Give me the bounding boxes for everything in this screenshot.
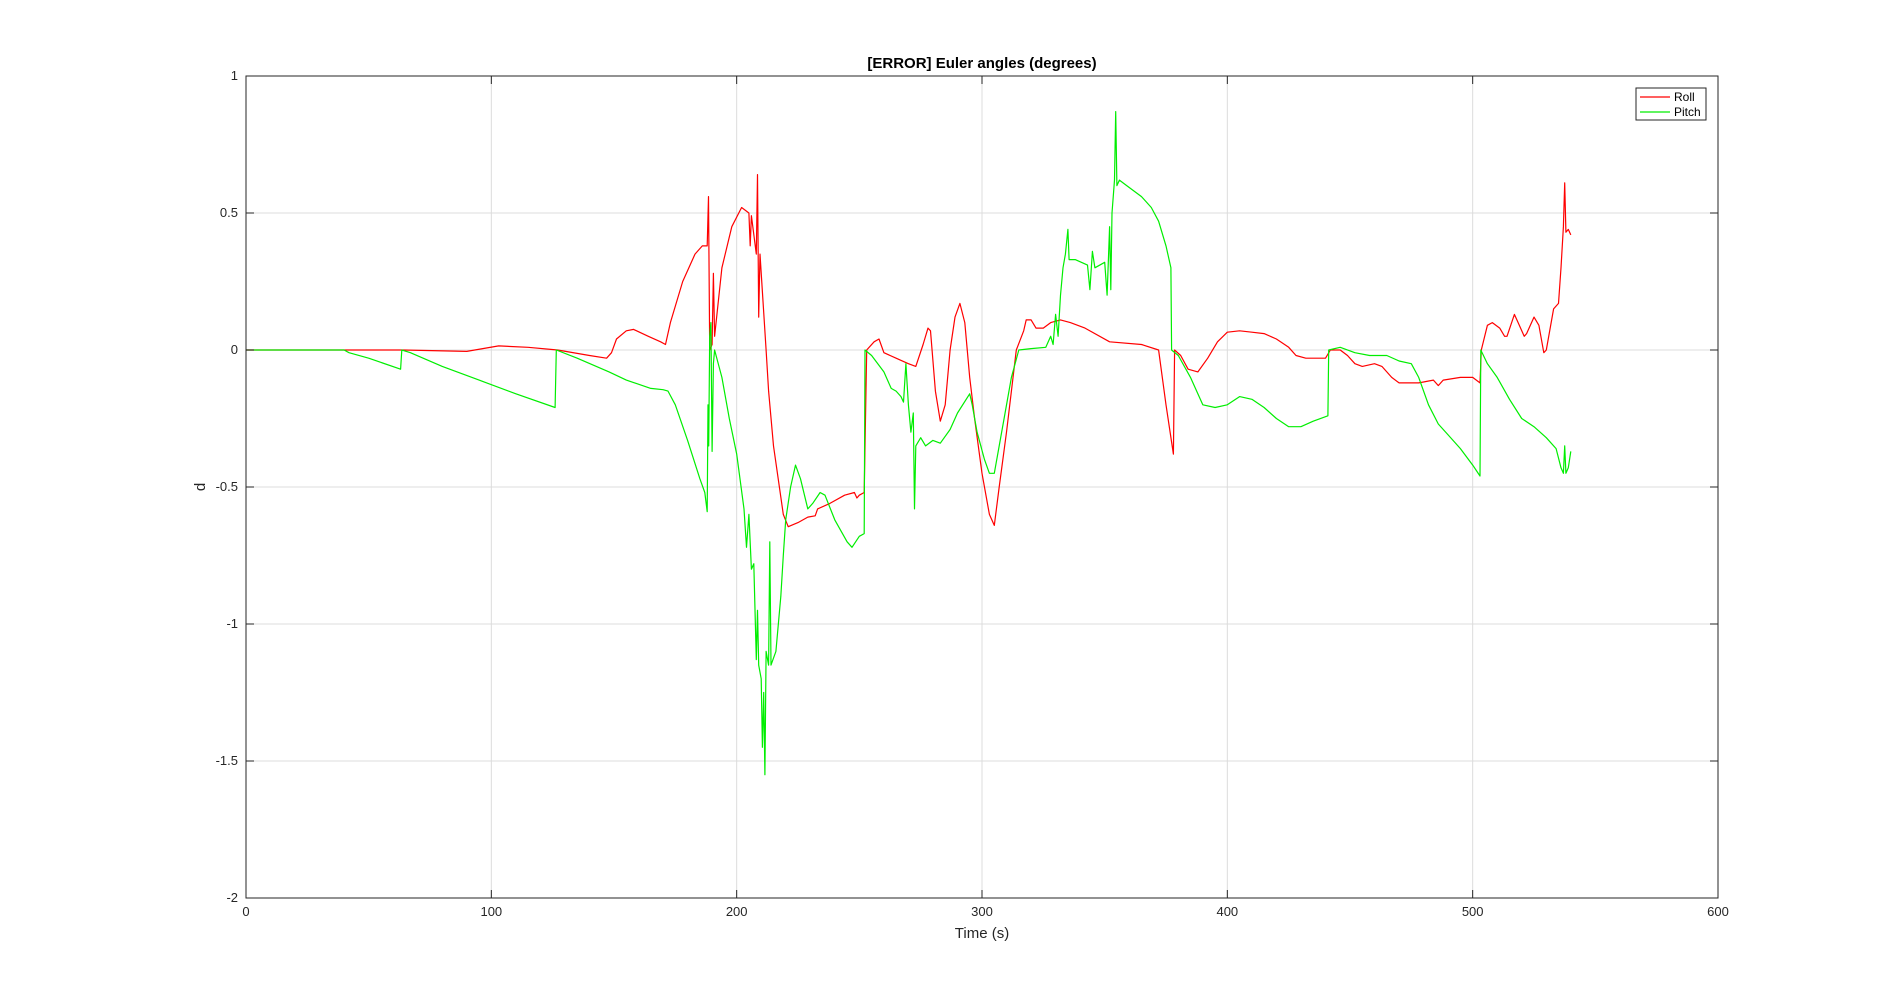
legend-label: Pitch: [1674, 105, 1701, 119]
x-tick-label: 100: [480, 904, 502, 919]
y-axis-title: d: [192, 483, 209, 491]
y-tick-label: 1: [231, 68, 238, 83]
x-tick-label: 400: [1216, 904, 1238, 919]
y-tick-label: -1: [226, 616, 238, 631]
y-tick-label: -2: [226, 890, 238, 905]
grid: [246, 76, 1718, 898]
legend-label: Roll: [1674, 90, 1695, 104]
legend-box: [1635, 87, 1707, 121]
x-tick-label: 500: [1462, 904, 1484, 919]
y-tick-label: 0: [231, 342, 238, 357]
x-axis-title: Time (s): [955, 925, 1009, 942]
y-tick-label: 0.5: [220, 205, 238, 220]
series-line-roll: [246, 174, 1572, 528]
y-tick-label: -0.5: [216, 479, 238, 494]
series-lines: [246, 110, 1572, 776]
series-line-pitch: [246, 110, 1572, 776]
x-tick-label: 200: [726, 904, 748, 919]
x-tick-label: 0: [242, 904, 249, 919]
y-tick-label: -1.5: [216, 753, 238, 768]
axis-ticks: 0 100 200 300 400 500 600 1 0.5 0 -0.5 -1 -1.5 -2: [216, 68, 1729, 919]
x-tick-label: 600: [1707, 904, 1729, 919]
x-tick-label: 300: [971, 904, 993, 919]
chart-title: [ERROR] Euler angles (degrees): [867, 55, 1096, 72]
